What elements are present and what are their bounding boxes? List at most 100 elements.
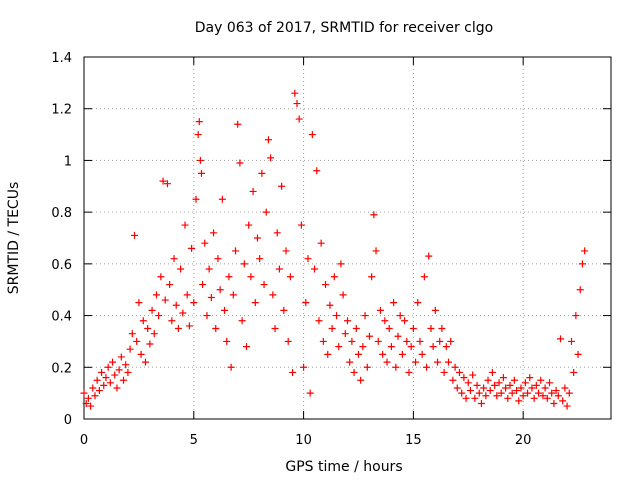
data-point — [451, 363, 459, 371]
data-point — [556, 335, 564, 343]
data-point — [155, 312, 163, 320]
data-point — [249, 187, 257, 195]
data-point — [506, 381, 514, 389]
data-point — [519, 392, 527, 400]
data-point — [163, 180, 171, 188]
data-point — [302, 299, 310, 307]
data-point — [117, 353, 125, 361]
data-point — [229, 291, 237, 299]
data-point — [508, 389, 516, 397]
data-point — [104, 363, 112, 371]
data-point — [98, 368, 106, 376]
data-point — [278, 182, 286, 190]
data-point — [425, 252, 433, 260]
data-point — [319, 337, 327, 345]
data-point — [161, 296, 169, 304]
data-point — [455, 368, 463, 376]
y-tick-label: 0.4 — [51, 310, 72, 325]
data-point — [361, 312, 369, 320]
data-point — [499, 374, 507, 382]
data-point — [339, 291, 347, 299]
data-point — [144, 325, 152, 332]
data-point — [280, 306, 288, 314]
data-point — [172, 301, 180, 309]
data-point — [131, 231, 139, 239]
data-point — [530, 394, 538, 402]
data-point — [190, 299, 198, 307]
data-point — [502, 384, 510, 392]
data-point — [315, 317, 323, 325]
y-tick-label: 1 — [64, 154, 72, 169]
data-point — [449, 376, 457, 384]
data-point — [256, 255, 264, 263]
data-point — [218, 195, 226, 203]
data-point — [139, 317, 147, 325]
data-point — [264, 136, 272, 144]
data-point — [195, 118, 203, 126]
data-point — [267, 154, 275, 162]
data-point — [262, 208, 270, 216]
data-point — [282, 247, 290, 255]
data-point — [554, 392, 562, 400]
data-point — [398, 350, 406, 358]
data-point — [324, 350, 332, 358]
data-point — [111, 371, 119, 379]
data-point — [539, 392, 547, 400]
data-point — [412, 358, 420, 366]
data-point — [205, 265, 213, 273]
data-point — [148, 306, 156, 314]
data-point — [565, 389, 573, 397]
data-point — [196, 156, 204, 164]
data-point — [201, 239, 209, 247]
data-point — [80, 389, 88, 397]
data-point — [524, 389, 532, 397]
data-point — [194, 131, 202, 139]
data-point — [379, 350, 387, 358]
data-point — [341, 330, 349, 338]
data-point — [466, 387, 474, 395]
x-tick-label: 10 — [295, 433, 312, 448]
data-point — [185, 322, 193, 330]
data-point — [403, 337, 411, 345]
data-point — [365, 332, 373, 340]
x-tick-label: 5 — [190, 433, 198, 448]
data-point — [515, 397, 523, 405]
data-point — [387, 343, 395, 351]
data-point — [359, 343, 367, 351]
data-point — [284, 337, 292, 345]
data-point — [137, 350, 145, 358]
data-point — [570, 368, 578, 376]
data-point — [491, 381, 499, 389]
data-point — [203, 312, 211, 320]
data-point — [82, 399, 90, 407]
data-point — [128, 330, 136, 338]
data-point — [84, 394, 92, 402]
data-point — [251, 299, 259, 307]
data-point — [109, 358, 117, 366]
data-point — [390, 299, 398, 307]
y-tick-label: 0.8 — [51, 206, 72, 221]
data-point — [576, 286, 584, 294]
data-point — [453, 384, 461, 392]
data-point — [438, 325, 446, 332]
data-point — [346, 358, 354, 366]
data-point — [543, 394, 551, 402]
data-point — [405, 368, 413, 376]
data-point — [350, 368, 358, 376]
data-point — [482, 392, 490, 400]
data-point — [504, 394, 512, 402]
data-point — [567, 337, 575, 345]
data-point — [445, 358, 453, 366]
data-point — [401, 317, 409, 325]
data-point — [464, 379, 472, 387]
data-point — [170, 255, 178, 263]
data-point — [179, 309, 187, 317]
x-tick-label: 20 — [515, 433, 532, 448]
data-point — [258, 169, 266, 177]
data-point — [517, 384, 525, 392]
data-point — [260, 281, 268, 289]
data-point — [480, 384, 488, 392]
data-point — [291, 89, 299, 97]
data-point — [269, 291, 277, 299]
data-point — [473, 381, 481, 389]
